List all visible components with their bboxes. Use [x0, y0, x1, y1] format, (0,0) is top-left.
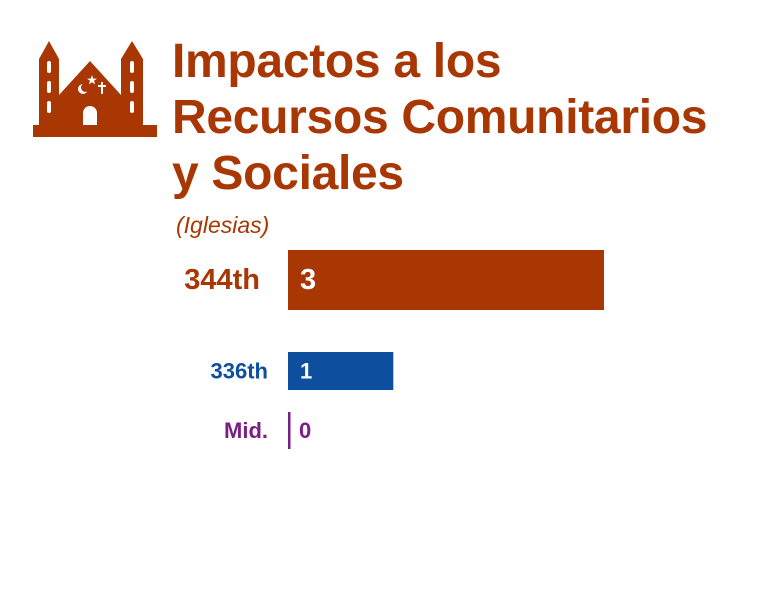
title-line-1: Impactos a los [172, 35, 502, 88]
category-label-0: 344th [184, 264, 260, 296]
data-label-1: 1 [300, 359, 312, 384]
chart-subtitle: (Iglesias) [176, 212, 270, 238]
bar-1 [288, 352, 394, 390]
bar-0 [288, 250, 604, 310]
chart-title: Impactos a los Recursos Comunitarios y S… [172, 34, 770, 202]
category-label-2: Mid. [224, 418, 268, 443]
bar-2 [288, 412, 291, 449]
church-building-icon [33, 41, 157, 137]
title-line-3: y Sociales [172, 147, 404, 200]
title-line-2: Recursos Comunitarios [172, 91, 708, 144]
data-label-0: 3 [300, 264, 316, 296]
category-label-1: 336th [211, 359, 268, 384]
data-label-2: 0 [299, 418, 311, 443]
